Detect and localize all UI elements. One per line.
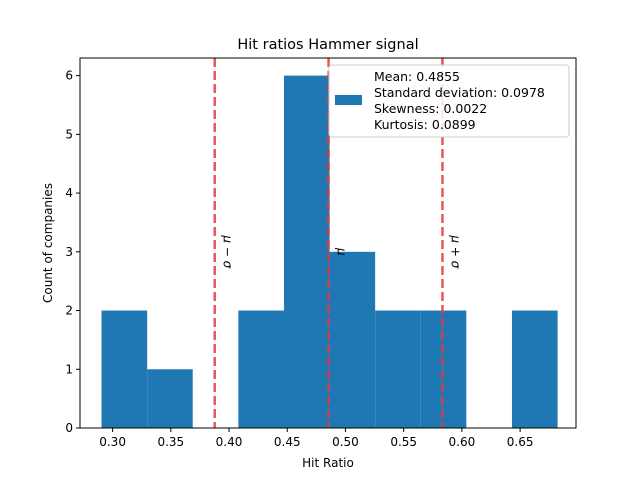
y-tick-label-5: 5 — [65, 127, 73, 141]
reference-lines: μ − σ μ μ + σ — [213, 58, 462, 428]
y-tick-label-4: 4 — [65, 186, 73, 200]
x-tick-label-2: 0.40 — [216, 435, 243, 449]
plot-frame — [79, 57, 577, 429]
reference-line-label-0: μ − σ — [221, 234, 235, 268]
x-tick-label-7: 0.65 — [507, 435, 534, 449]
legend-mean: Mean: 0.4855 — [374, 69, 460, 84]
x-tick-label-5: 0.55 — [390, 435, 417, 449]
chart-title: Hit ratios Hammer signal — [237, 37, 418, 53]
x-tick-label-1: 0.35 — [157, 435, 184, 449]
histogram-bar-4 — [283, 75, 330, 429]
x-tick-label-6: 0.60 — [449, 435, 476, 449]
x-tick-label-0: 0.30 — [99, 435, 126, 449]
legend-kurtosis: Kurtosis: 0.0899 — [374, 117, 476, 132]
histogram-bars — [101, 75, 558, 429]
y-tick-label-0: 0 — [65, 421, 73, 435]
histogram-bar-1 — [147, 369, 193, 428]
legend-skewness: Skewness: 0.0022 — [374, 101, 487, 116]
legend-box — [328, 64, 570, 138]
x-tick-label-3: 0.45 — [274, 435, 301, 449]
histogram-bar-0 — [101, 310, 148, 428]
histogram-bar-6 — [375, 310, 421, 428]
x-axis-label: Hit Ratio — [302, 456, 354, 470]
histogram-bar-3 — [238, 310, 284, 428]
y-tick-label-3: 3 — [65, 245, 73, 259]
histogram-bar-5 — [329, 251, 376, 428]
x-tick-label-4: 0.50 — [332, 435, 359, 449]
y-tick-label-1: 1 — [65, 362, 73, 376]
y-axis-label: Count of companies — [41, 183, 55, 303]
y-tick-label-6: 6 — [65, 69, 73, 83]
histogram-bar-7 — [420, 310, 467, 428]
y-axis-ticks: 0 1 2 3 4 5 6 — [65, 69, 80, 435]
x-axis-ticks: 0.30 0.35 0.40 0.45 0.50 0.55 0.60 0.65 — [99, 428, 533, 449]
histogram-bar-9 — [511, 310, 558, 428]
reference-line-label-1: μ — [335, 247, 349, 256]
reference-line-label-2: μ + σ — [448, 234, 462, 268]
legend: Mean: 0.4855 Standard deviation: 0.0978 … — [328, 64, 570, 138]
y-tick-label-2: 2 — [65, 304, 73, 318]
legend-std: Standard deviation: 0.0978 — [374, 85, 545, 100]
legend-swatch — [335, 95, 362, 105]
